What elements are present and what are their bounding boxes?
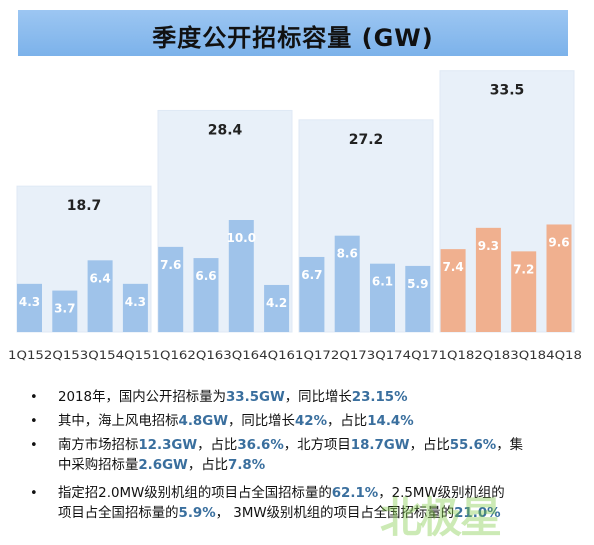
bar-value-label: 4.3 [19,295,40,309]
bullet-dot: • [30,438,38,453]
bar-value-label: 7.4 [442,260,463,274]
bar-value-label: 5.9 [407,277,428,291]
bullet-fragment: ，占比 [327,414,368,429]
highlight-value: 5.9% [178,506,216,521]
bullet-fragment: ，同比增长 [284,390,352,405]
bar-2Q18 [475,227,501,332]
title-bar: 季度公开招标容量 (GW) [18,10,568,56]
bullet-text: 南方市场招标12.3GW，占比36.6%，北方项目18.7GW，占比55.6%，… [58,436,523,476]
bar-value-label: 6.1 [372,275,393,289]
highlight-value: 2.6GW [138,458,188,473]
bullet-fragment: 2018年，国内公开招标量为 [58,390,226,405]
year-total-label: 27.2 [349,132,384,148]
bar-4Q15 [122,283,148,332]
bar-chart: 18.7 28.4 27.2 33.5 4.3 3.7 6.4 4.3 7.6 6.6 10.0 4.… [8,70,582,362]
bullet-fragment: ，占比 [187,458,228,473]
highlight-value: 55.6% [449,438,497,453]
highlight-value: 12.3GW [138,438,198,453]
bullet-fragment: ，北方项目 [283,438,351,453]
bar-value-label: 8.6 [337,247,358,261]
bar-value-label: 6.6 [195,269,216,283]
bar-value-label: 7.6 [160,258,181,272]
bullet-fragment: ， 3MW级别机组的项目占全国招标量的 [215,506,455,521]
highlight-value: 33.5GW [225,390,285,405]
bullet-fragment: ，同比增长 [228,414,295,429]
bullet-fragment: ，集 [496,438,523,453]
bar-value-label: 3.7 [54,302,75,316]
bar-1Q17 [299,256,325,332]
highlight-value: 42% [294,414,328,429]
bullet-fragment: 其中，海上风电招标 [58,414,179,429]
bar-2Q15 [52,290,78,332]
bar-value-label: 7.2 [513,262,534,276]
bar-value-label: 9.3 [478,239,499,253]
bar-value-label: 4.3 [125,295,146,309]
bullet-dot: • [30,390,38,405]
watermark-logo: 北极星 [380,493,502,542]
bar-2Q16 [193,258,219,332]
highlight-value: 21.0% [454,506,501,521]
bar-3Q18 [511,251,537,332]
bullet-fragment: ，占比 [197,438,238,453]
year-total-label: 18.7 [67,198,102,214]
bullet-fragment: 南方市场招标 [58,438,139,453]
bar-3Q17 [370,263,395,332]
bar-value-label: 6.7 [301,268,322,282]
chart-title: 季度公开招标容量 (GW) [152,24,434,52]
bullet-text: 2018年，国内公开招标量为33.5GW，同比增长23.15% [58,388,408,408]
bar-3Q15 [87,260,113,332]
x-axis-labels: 1Q152Q153Q154Q151Q162Q163Q164Q161Q172Q17… [8,348,582,362]
highlight-value: 18.7GW [350,438,410,453]
bullet-fragment: ，占比 [409,438,450,453]
bullet-text: 其中，海上风电招标4.8GW，同比增长42%，占比14.4% [58,412,414,432]
highlight-value: 4.8GW [178,414,228,429]
bullet-dot: • [30,414,38,429]
bar-2Q17 [334,235,360,332]
bullet-fragment: 指定招2.0MW级别机组的项目占全国招标量的 [58,486,332,501]
bar-1Q16 [158,246,184,332]
bullet-text: 指定招2.0MW级别机组的项目占全国招标量的62.1%，2.5MW级别机组的项目… [58,484,505,524]
bar-4Q17 [405,265,431,332]
year-total-label: 33.5 [490,83,525,99]
highlight-value: 7.8% [228,458,266,473]
bar-1Q18 [440,249,466,332]
bar-4Q18 [546,224,572,332]
bullet-fragment: 项目占全国招标量的 [58,506,179,521]
bar-3Q16 [228,220,254,332]
bullet-fragment: ，2.5MW级别机组的 [378,486,505,501]
bullet-fragment: 中采购招标量 [58,458,139,473]
bar-4Q16 [264,284,290,332]
year-total-label: 28.4 [208,122,243,138]
bar-value-label: 10.0 [226,231,256,245]
bar-1Q15 [17,283,42,332]
bar-value-label: 9.6 [548,235,569,249]
bullet-dot: • [30,486,38,501]
bar-value-label: 4.2 [266,296,287,310]
highlight-value: 14.4% [367,414,414,429]
highlight-value: 62.1% [331,486,379,501]
highlight-value: 23.15% [351,390,408,405]
highlight-value: 36.6% [237,438,284,453]
bar-value-label: 6.4 [89,271,110,285]
